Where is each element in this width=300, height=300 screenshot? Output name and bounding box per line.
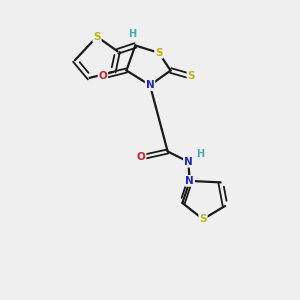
- Text: S: S: [188, 71, 195, 81]
- Text: N: N: [185, 176, 194, 186]
- Text: S: S: [93, 32, 101, 42]
- Text: N: N: [146, 80, 154, 90]
- Text: H: H: [128, 29, 136, 39]
- Text: O: O: [137, 152, 146, 162]
- Text: N: N: [184, 157, 193, 167]
- Text: O: O: [98, 71, 107, 81]
- Text: S: S: [155, 48, 163, 58]
- Text: H: H: [196, 149, 204, 159]
- Text: S: S: [199, 214, 207, 224]
